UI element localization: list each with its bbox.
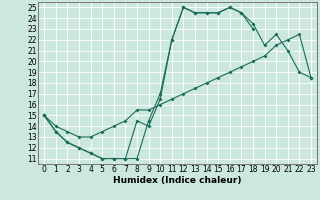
X-axis label: Humidex (Indice chaleur): Humidex (Indice chaleur) — [113, 176, 242, 185]
